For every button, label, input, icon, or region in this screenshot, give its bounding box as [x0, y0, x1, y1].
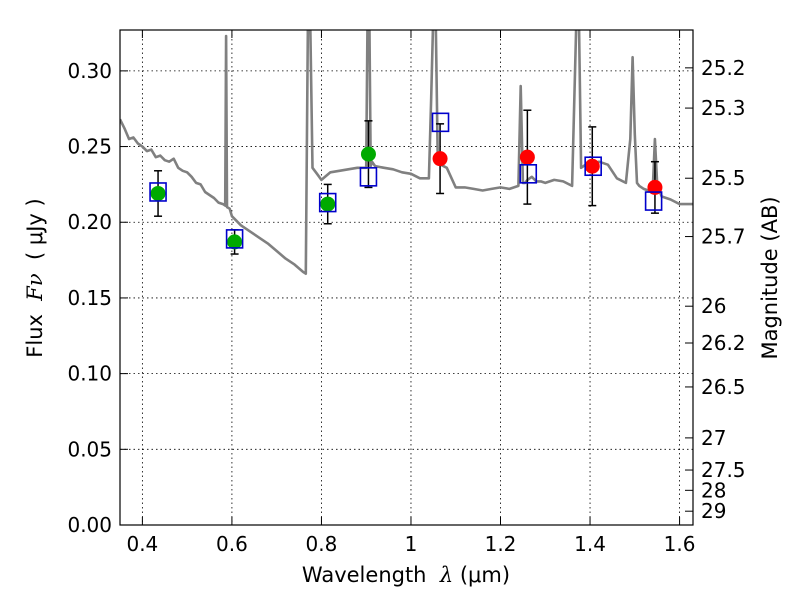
errorbar-layer	[154, 109, 659, 255]
model-spectrum-line	[120, 30, 693, 276]
y-tick-label: 0.00	[67, 513, 112, 537]
right-tick-label: 28	[701, 478, 726, 502]
x-tick-label: 0.8	[306, 532, 338, 556]
y-axis-title: Flux Fν ( μJy )	[23, 198, 47, 357]
x-axis-title: Wavelength λ (μm)	[302, 563, 510, 587]
x-tick-label: 0.4	[126, 532, 158, 556]
model-band-marker	[318, 192, 337, 213]
right-tick-label: 25.5	[701, 166, 746, 190]
right-tick-label: 27.5	[701, 458, 746, 482]
x-axis-ticks: 0.4 0.6 0.8 1 1.2 1.4 1.6	[126, 30, 695, 556]
observed-point	[360, 146, 376, 162]
observed-point	[432, 151, 448, 167]
right-tick-label: 25.3	[701, 96, 746, 120]
right-tick-label: 26.2	[701, 331, 746, 355]
model-band-marker	[644, 191, 663, 211]
observed-point	[320, 196, 336, 212]
y-axis-ticks: 0.00 0.05 0.10 0.15 0.20 0.25 0.30	[67, 59, 128, 537]
right-tick-label: 29	[701, 499, 726, 523]
model-band-marker	[225, 229, 244, 249]
observed-point	[519, 149, 535, 165]
observed-points-layer	[150, 146, 663, 250]
y-tick-label: 0.30	[67, 59, 112, 83]
model-band-marker	[519, 164, 538, 184]
observed-point	[584, 158, 600, 174]
y-tick-label: 0.05	[67, 437, 112, 461]
right-tick-label: 27	[701, 426, 726, 450]
y-tick-label: 0.10	[67, 362, 112, 386]
right-tick-label: 25.7	[701, 225, 746, 249]
model-band-marker	[149, 182, 167, 202]
x-tick-label: 1.4	[574, 532, 606, 556]
right-tick-label: 26	[701, 294, 726, 318]
right-tick-label: 25.2	[701, 56, 746, 80]
plot-frame	[119, 29, 694, 526]
x-tick-label: 1	[405, 532, 418, 556]
x-tick-label: 1.2	[485, 532, 517, 556]
right-tick-label: 26.5	[701, 375, 746, 399]
x-tick-label: 1.6	[664, 532, 696, 556]
grid	[120, 30, 693, 526]
observed-point	[150, 185, 166, 201]
model-band-layer	[149, 112, 663, 249]
x-tick-label: 0.6	[216, 532, 248, 556]
model-band-marker	[359, 167, 378, 187]
model-band-marker	[431, 112, 450, 133]
y-tick-label: 0.25	[67, 135, 112, 159]
y-tick-label: 0.20	[67, 210, 112, 234]
model-spectrum-layer	[120, 30, 693, 276]
observed-point	[647, 179, 663, 195]
y-tick-label: 0.15	[67, 286, 112, 310]
observed-point	[227, 234, 243, 250]
right-axis-title: Magnitude (AB)	[758, 196, 782, 359]
model-band-marker	[584, 156, 602, 177]
